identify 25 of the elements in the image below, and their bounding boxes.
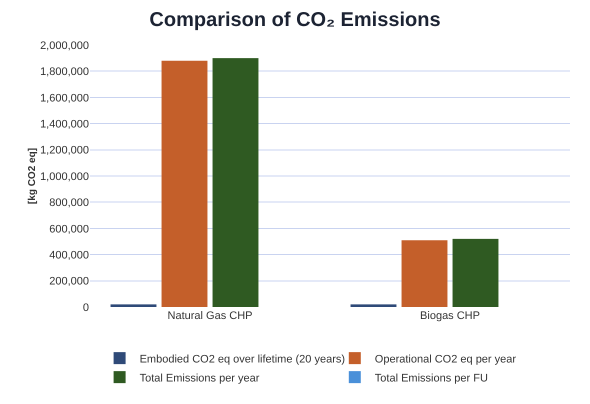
x-tick-label: Natural Gas CHP: [168, 310, 252, 322]
bar: [350, 304, 396, 307]
bar: [452, 238, 498, 307]
legend-label: Operational CO2 eq per year: [374, 353, 516, 366]
y-tick-label: 0: [82, 302, 89, 314]
legend-label: Total Emissions per FU: [374, 372, 488, 384]
y-tick-label: 1,600,000: [40, 92, 89, 104]
bar: [402, 240, 448, 307]
y-tick-label: 400,000: [49, 249, 89, 262]
y-tick-label: 2,000,000: [40, 40, 89, 52]
y-tick-label: 1,800,000: [40, 66, 89, 78]
y-tick-label: 800,000: [49, 197, 89, 210]
legend-label: Total Emissions per year: [140, 372, 260, 384]
y-tick-label: 600,000: [49, 223, 89, 236]
y-tick-label: 1,400,000: [40, 118, 89, 130]
chart-title: Comparison of CO₂ Emissions: [149, 9, 441, 32]
y-tick-label: 200,000: [49, 276, 89, 288]
x-tick-label: Biogas CHP: [420, 310, 480, 322]
bar: [212, 58, 258, 307]
y-tick-label: 1,000,000: [40, 170, 89, 183]
y-axis-title: [kg CO2 eq]: [27, 148, 38, 204]
legend-label: Embodied CO2 eq over lifetime (20 years): [140, 353, 346, 366]
bar: [110, 304, 156, 307]
y-tick-label: 1,200,000: [40, 144, 89, 157]
bar: [162, 60, 208, 307]
